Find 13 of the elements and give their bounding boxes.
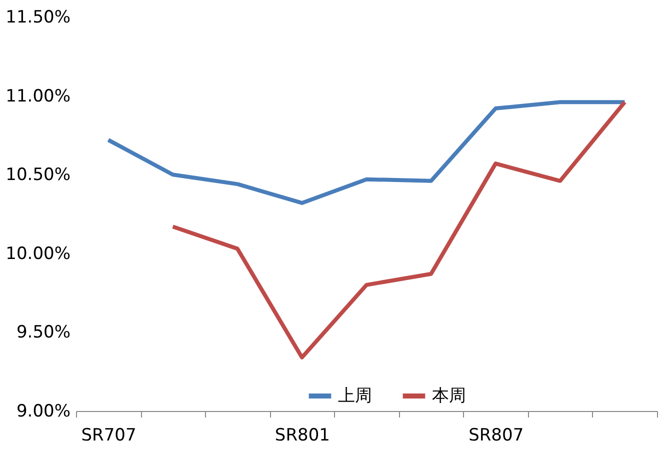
y-tick-label: 9.00%: [16, 402, 70, 422]
line-series: [170, 100, 627, 360]
y-tick-label: 11.00%: [6, 86, 70, 106]
x-tick-label: SR801: [274, 426, 330, 446]
y-tick-label: 10.50%: [6, 165, 70, 186]
y-tick-label: 11.50%: [6, 8, 70, 28]
legend-label: 上周: [338, 386, 372, 406]
x-tick-label: SR807: [468, 426, 524, 446]
line-series: [106, 100, 627, 205]
y-tick-label: 10.00%: [6, 244, 70, 264]
x-tick-label: SR707: [81, 426, 136, 446]
y-tick-label: 9.50%: [16, 322, 70, 343]
legend-label: 本周: [432, 386, 466, 406]
